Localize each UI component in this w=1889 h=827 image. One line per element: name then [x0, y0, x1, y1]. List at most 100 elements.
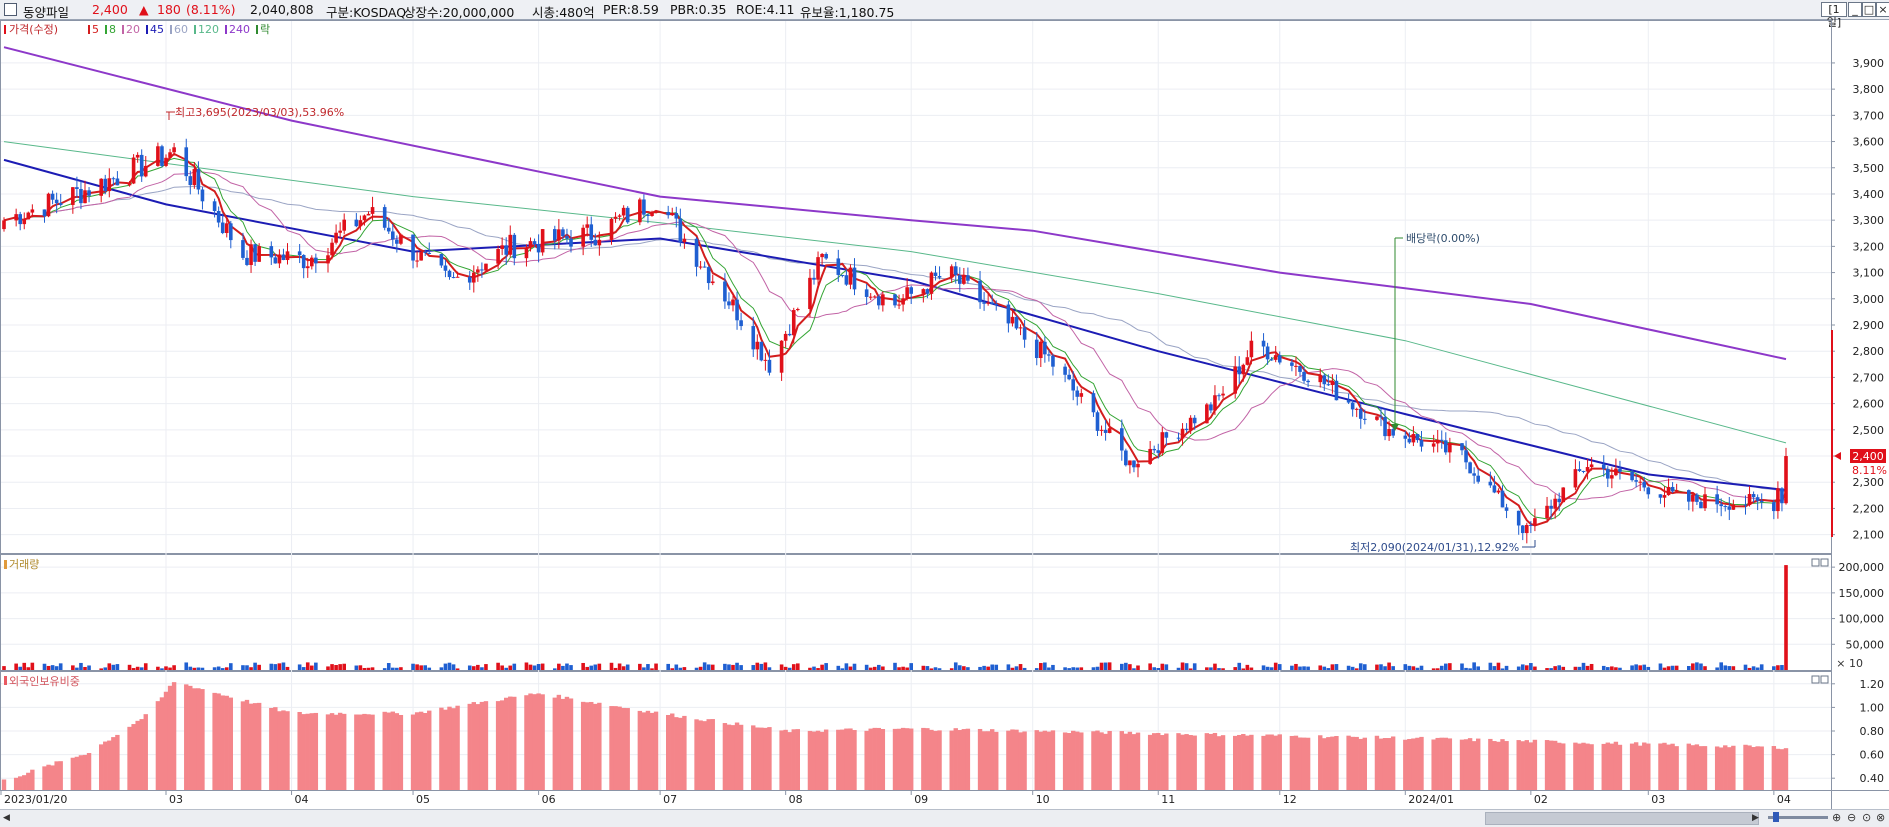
- volume-bar: [654, 663, 658, 670]
- volume-bar: [698, 666, 703, 670]
- period-button[interactable]: [1일]: [1821, 2, 1847, 29]
- volume-bar: [1703, 666, 1707, 670]
- candle: [1124, 450, 1128, 466]
- candle: [1666, 486, 1671, 496]
- scroll-left-icon[interactable]: ◀: [3, 813, 10, 823]
- foreign-bar: [1747, 745, 1752, 790]
- price-tick-label: 3,700: [1853, 109, 1885, 122]
- volume-bar: [164, 666, 168, 670]
- candle: [391, 231, 395, 240]
- candle: [666, 212, 670, 216]
- volume-bar: [135, 666, 140, 670]
- foreign-bar: [1265, 734, 1270, 790]
- candle: [1407, 438, 1412, 443]
- foreign-bar: [1346, 735, 1351, 790]
- candle: [1334, 380, 1339, 401]
- volume-bar: [881, 666, 885, 670]
- candle: [362, 215, 367, 221]
- zoom-reset-icon[interactable]: ⊙: [1862, 811, 1872, 824]
- foreign-bar: [872, 727, 877, 790]
- select-checkbox[interactable]: [4, 3, 17, 16]
- volume-bar: [840, 668, 845, 670]
- candle: [540, 229, 545, 253]
- candle: [1606, 468, 1610, 479]
- foreign-bar: [1488, 738, 1493, 790]
- volume-bar: [423, 665, 427, 670]
- candle: [1561, 487, 1566, 503]
- restore-button[interactable]: □: [1862, 2, 1876, 17]
- foreign-bar: [1014, 729, 1019, 790]
- foreign-bar: [99, 744, 104, 790]
- foreign-bar: [111, 737, 116, 790]
- foreign-bar: [277, 711, 282, 790]
- candle: [1192, 417, 1197, 424]
- foreign-bar: [811, 731, 817, 790]
- zoom-slider[interactable]: [1768, 816, 1828, 819]
- pbr-value: PBR:0.35: [670, 2, 727, 17]
- volume-bar: [1439, 665, 1444, 670]
- zoom-fit-icon[interactable]: ⊗: [1876, 811, 1886, 824]
- volume-bar: [678, 667, 683, 670]
- x-tick-label: 09: [914, 793, 928, 806]
- volume-bar: [253, 662, 257, 670]
- volume-bar: [1290, 665, 1294, 670]
- volume-bar: [1496, 662, 1501, 670]
- volume-bar: [589, 665, 594, 670]
- volume-bar: [1529, 663, 1533, 670]
- volume-bar: [26, 667, 31, 670]
- volume-bar: [1379, 664, 1383, 670]
- candle: [1322, 375, 1327, 385]
- volume-bar: [905, 667, 909, 670]
- candle: [342, 219, 346, 231]
- close-button[interactable]: ×: [1876, 2, 1889, 17]
- volume-bar: [1334, 664, 1339, 670]
- current-pct-tag: 8.11%: [1852, 464, 1887, 477]
- volume-bar: [1006, 664, 1011, 670]
- candle: [638, 199, 642, 223]
- foreign-bar: [1419, 736, 1424, 790]
- candle: [131, 157, 136, 184]
- volume-bar: [1614, 667, 1618, 670]
- candle: [682, 238, 687, 243]
- x-tick-label: 04: [295, 793, 309, 806]
- volume-bar: [783, 666, 788, 670]
- volume-bar: [127, 664, 132, 670]
- candle: [22, 219, 27, 225]
- stock-name[interactable]: 동양파일: [23, 5, 70, 20]
- foreign-bar: [977, 728, 983, 790]
- panel-buttons[interactable]: [1811, 558, 1829, 684]
- foreign-bar: [1261, 735, 1266, 790]
- candle: [281, 254, 286, 261]
- foreign-bar: [386, 712, 391, 790]
- foreign-bar: [755, 727, 760, 790]
- scroll-right-icon[interactable]: ▶: [1752, 813, 1759, 823]
- minimize-button[interactable]: _: [1848, 2, 1862, 17]
- horizontal-scrollbar[interactable]: ◀ ▶ ⊕ ⊖ ⊙ ⊗: [0, 809, 1889, 827]
- volume-bar: [1784, 565, 1788, 670]
- volume-bar: [427, 667, 432, 670]
- candle: [46, 193, 51, 217]
- foreign-bar: [1204, 733, 1210, 790]
- candle: [164, 157, 168, 166]
- volume-bar: [168, 667, 172, 670]
- foreign-bar: [1407, 738, 1412, 790]
- volume-bar: [399, 667, 403, 670]
- zoom-in-icon[interactable]: ⊕: [1832, 811, 1842, 824]
- ma20-line: [3, 171, 1787, 502]
- volume-bar: [30, 662, 35, 670]
- volume-bar: [921, 665, 926, 670]
- candle: [1516, 510, 1521, 526]
- volume-bar: [1780, 665, 1784, 670]
- zoom-out-icon[interactable]: ⊖: [1847, 811, 1857, 824]
- volume-bar: [1435, 668, 1440, 670]
- foreign-bar: [479, 701, 485, 790]
- foreign-bar: [536, 693, 541, 790]
- volume-bar: [1205, 667, 1209, 670]
- zoom-slider-handle[interactable]: [1773, 812, 1779, 822]
- scroll-thumb[interactable]: [1485, 812, 1759, 825]
- candle: [897, 304, 901, 306]
- candle: [585, 224, 589, 228]
- candle: [1205, 404, 1209, 424]
- price-tick-label: 3,200: [1853, 240, 1885, 253]
